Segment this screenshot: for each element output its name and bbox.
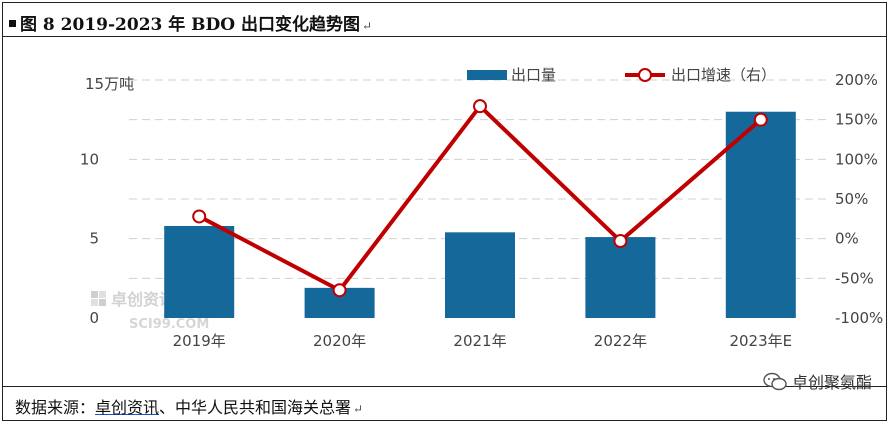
bar-5: [725, 111, 796, 318]
right-axis-labels: -100% -50% 0% 50% 100% 150% 200%: [835, 71, 883, 327]
right-tick-label: 0%: [835, 230, 859, 248]
watermark-name: 卓创资讯: [111, 290, 175, 309]
title-bullet-icon: [9, 20, 16, 27]
figure-title: 图 8 2019-2023 年 BDO 出口变化趋势图 ↵: [9, 10, 372, 35]
watermark-logo-icon: [99, 291, 106, 298]
title-bar: 图 8 2019-2023 年 BDO 出口变化趋势图 ↵: [3, 3, 886, 37]
bar-4: [585, 237, 656, 318]
legend-line-marker: [638, 68, 652, 82]
left-axis-title: 15万吨: [85, 75, 134, 93]
right-tick-label: -50%: [835, 269, 874, 287]
x-tick-label: 2021年: [453, 332, 506, 350]
left-tick-label: 10: [80, 150, 99, 168]
paragraph-mark-icon: ↵: [362, 19, 373, 33]
x-axis-labels: 2019年 2020年 2021年 2022年 2023年E: [173, 332, 793, 350]
right-tick-label: 100%: [835, 150, 878, 168]
right-tick-label: -100%: [835, 309, 883, 327]
chart-area: 卓创资讯 SCI99.COM 2019年 2020年 2021年 2022年 2023年…: [3, 37, 886, 386]
watermark-logo-icon: [99, 299, 106, 306]
left-axis-labels: 15万吨 0 5 10: [80, 75, 134, 327]
bar-3: [445, 232, 515, 318]
source-bar: 数据来源：卓创资讯、中华人民共和国海关总署 ↵ 卓创聚氨酯: [3, 372, 886, 421]
combo-chart: 卓创资讯 SCI99.COM 2019年 2020年 2021年 2022年 2023年…: [80, 66, 883, 350]
paragraph-mark-icon: ↵: [353, 402, 364, 416]
line-point-1: [192, 209, 207, 224]
legend-line-label: 出口增速（右）: [671, 66, 776, 84]
line-point-3: [473, 99, 487, 114]
brand-badge: 卓创聚氨酯: [762, 369, 872, 393]
watermark-logo-icon: [91, 291, 98, 298]
left-tick-label: 5: [89, 230, 99, 248]
line-point-2: [332, 283, 347, 298]
wechat-icon: [763, 372, 787, 391]
watermark-site: SCI99.COM: [129, 317, 209, 332]
right-tick-label: 200%: [835, 71, 878, 89]
line-point-5: [753, 112, 768, 127]
watermark: 卓创资讯 SCI99.COM: [91, 290, 209, 332]
x-tick-label: 2023年E: [729, 332, 792, 350]
line-point-4: [613, 234, 628, 249]
x-tick-label: 2019年: [173, 332, 226, 350]
bar-series: [164, 111, 796, 318]
x-tick-label: 2020年: [313, 332, 366, 350]
right-tick-label: 150%: [835, 111, 878, 129]
figure-title-text: 图 8 2019-2023 年 BDO 出口变化趋势图: [20, 15, 361, 35]
legend-bar-swatch: [467, 70, 507, 80]
legend-bar-label: 出口量: [511, 66, 556, 84]
source-note: 数据来源：卓创资讯、中华人民共和国海关总署 ↵: [15, 394, 363, 418]
source-prefix: 数据来源：: [15, 398, 96, 417]
source-rest: 、中华人民共和国海关总署: [159, 398, 352, 417]
left-tick-label: 0: [89, 309, 99, 327]
figure-frame: [2, 2, 887, 421]
bar-1: [164, 225, 235, 318]
right-tick-label: 50%: [835, 190, 868, 208]
line-series: [192, 99, 768, 298]
watermark-logo-icon: [91, 299, 98, 306]
x-tick-label: 2022年: [594, 332, 647, 350]
source-org-link[interactable]: 卓创资讯: [95, 398, 160, 417]
brand-name: 卓创聚氨酯: [791, 373, 872, 392]
legend: 出口量 出口增速（右）: [467, 66, 776, 84]
